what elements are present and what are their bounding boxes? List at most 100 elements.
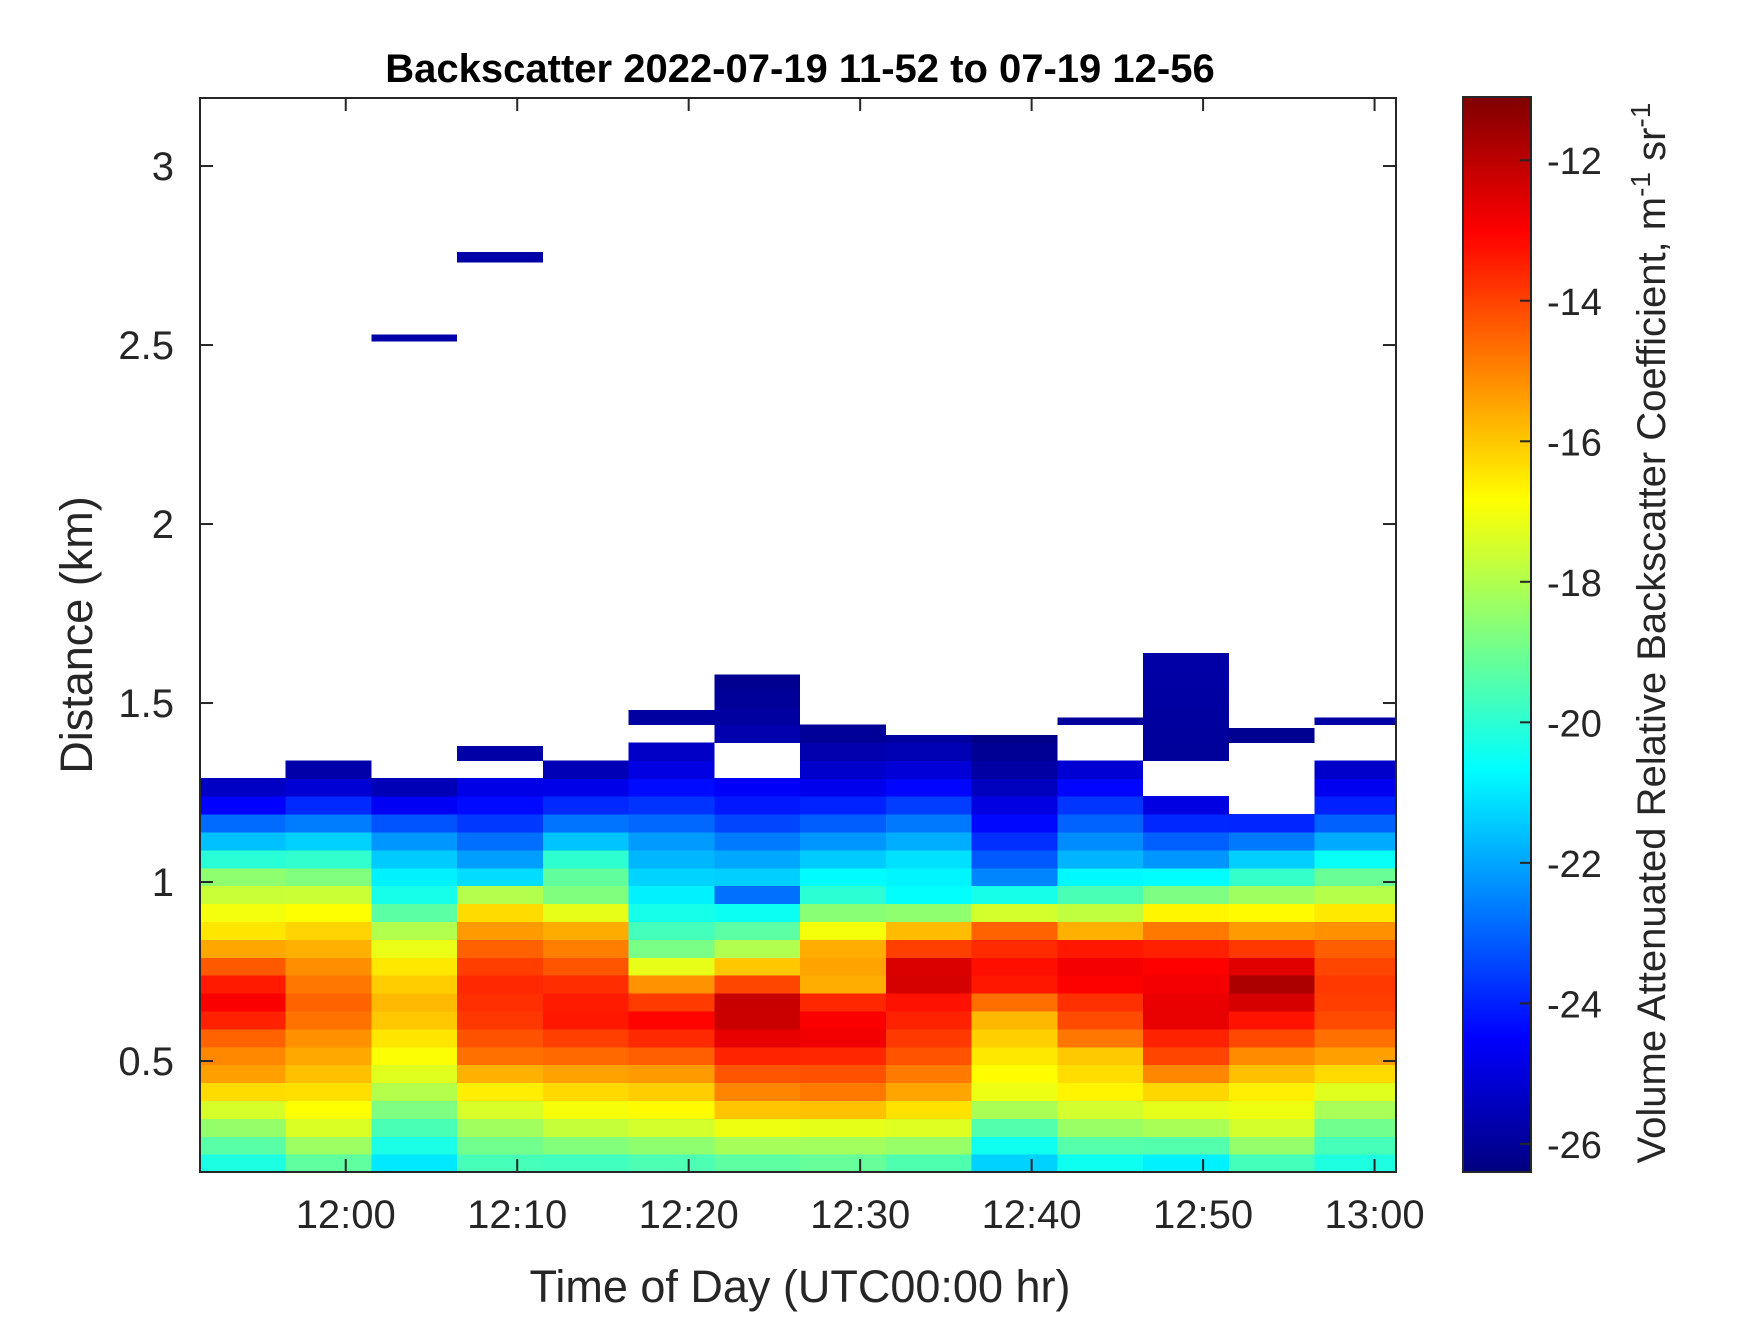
heatmap-cell bbox=[714, 849, 801, 869]
heatmap-cell bbox=[885, 1028, 972, 1048]
heatmap-cell bbox=[1228, 1082, 1315, 1101]
heatmap-cell bbox=[542, 1046, 629, 1066]
heatmap-cell bbox=[457, 1118, 543, 1137]
heatmap-cell bbox=[971, 1118, 1058, 1137]
x-tick-label: 12:00 bbox=[296, 1193, 396, 1237]
heatmap-cell bbox=[285, 1100, 372, 1119]
heatmap-cell bbox=[371, 885, 458, 905]
heatmap-cell bbox=[800, 921, 886, 940]
heatmap-cell bbox=[371, 993, 458, 1012]
heatmap-cell bbox=[542, 849, 629, 869]
heatmap-cell bbox=[1057, 760, 1144, 779]
heatmap-cell bbox=[1143, 706, 1229, 726]
heatmap-cell bbox=[1057, 957, 1144, 976]
heatmap-cell bbox=[800, 1082, 886, 1101]
colorbar-ticks: -12 -14 -16 -18 -20 -22 -24 -26 bbox=[1520, 141, 1602, 1167]
colorbar-label-mid: sr bbox=[1630, 128, 1674, 172]
heatmap-cell bbox=[542, 867, 629, 887]
heatmap-cell bbox=[1143, 742, 1229, 761]
heatmap-cell bbox=[628, 1028, 715, 1048]
heatmap-cell bbox=[1143, 939, 1229, 958]
heatmap-cell bbox=[200, 814, 286, 833]
heatmap-cell bbox=[800, 867, 886, 887]
heatmap-cell bbox=[800, 1028, 886, 1048]
heatmap-cell bbox=[1143, 831, 1229, 851]
heatmap-cell bbox=[1314, 831, 1396, 851]
heatmap-cell bbox=[714, 778, 801, 797]
heatmap-cell bbox=[200, 1100, 286, 1119]
heatmap-cell bbox=[1143, 1154, 1229, 1173]
heatmap-cell bbox=[1314, 885, 1396, 905]
heatmap-cell bbox=[1057, 1136, 1144, 1155]
x-tick-label: 12:30 bbox=[810, 1193, 910, 1237]
heatmap-cell bbox=[1314, 957, 1396, 976]
heatmap-cell bbox=[800, 1154, 886, 1173]
heatmap-cell bbox=[371, 814, 458, 833]
heatmap-cell bbox=[200, 1064, 286, 1084]
heatmap-cell bbox=[1143, 724, 1229, 743]
heatmap-cell bbox=[1228, 1136, 1315, 1155]
heatmap-cell bbox=[714, 885, 801, 905]
heatmap-cell bbox=[542, 939, 629, 958]
heatmap-cell bbox=[371, 939, 458, 958]
heatmap-cell bbox=[285, 1136, 372, 1155]
heatmap-cell bbox=[457, 939, 543, 958]
heatmap-cell bbox=[1057, 796, 1144, 815]
heatmap-cell bbox=[1314, 993, 1396, 1012]
heatmap-cell bbox=[628, 831, 715, 851]
heatmap-cell bbox=[1143, 1082, 1229, 1101]
heatmap-cell bbox=[457, 1046, 543, 1066]
heatmap-cell bbox=[800, 903, 886, 922]
heatmap-cell bbox=[285, 885, 372, 905]
heatmap-cell bbox=[971, 903, 1058, 922]
heatmap-cell bbox=[200, 993, 286, 1012]
heatmap-cell bbox=[1228, 1028, 1315, 1048]
heatmap-cell bbox=[542, 993, 629, 1012]
heatmap-cell bbox=[1057, 1064, 1144, 1084]
heatmap-cell bbox=[800, 1064, 886, 1084]
heatmap-cell bbox=[285, 921, 372, 940]
colorbar-tick-label: -18 bbox=[1547, 563, 1602, 605]
heatmap-cell bbox=[1143, 975, 1229, 994]
heatmap-cell bbox=[1143, 1136, 1229, 1155]
heatmap-cell bbox=[885, 735, 972, 743]
heatmap-cell bbox=[371, 921, 458, 940]
x-axis-ticks: 12:00 12:10 12:20 12:30 12:40 12:50 13:00 bbox=[296, 98, 1425, 1237]
heatmap-cell bbox=[800, 831, 886, 851]
heatmap-cell bbox=[457, 796, 543, 815]
heatmap-cell bbox=[628, 760, 715, 779]
heatmap-cell bbox=[885, 993, 972, 1012]
heatmap-cell bbox=[971, 831, 1058, 851]
heatmap-cell bbox=[800, 1046, 886, 1066]
heatmap-cell bbox=[1057, 903, 1144, 922]
heatmap-cell bbox=[542, 885, 629, 905]
heatmap-cell bbox=[285, 849, 372, 869]
heatmap-cell bbox=[1314, 903, 1396, 922]
heatmap-cell bbox=[800, 1100, 886, 1119]
heatmap-cell bbox=[885, 742, 972, 761]
heatmap-cell bbox=[885, 939, 972, 958]
y-tick-label: 1.5 bbox=[118, 682, 174, 726]
heatmap-cell bbox=[628, 957, 715, 976]
heatmap-cell bbox=[457, 957, 543, 976]
heatmap-cell bbox=[457, 1082, 543, 1101]
heatmap-cell bbox=[200, 1118, 286, 1137]
heatmap-cell bbox=[371, 1046, 458, 1066]
colorbar-tick-label: -14 bbox=[1547, 282, 1602, 324]
heatmap-cell bbox=[800, 778, 886, 797]
y-tick-label: 2.5 bbox=[118, 324, 174, 368]
heatmap-cell bbox=[1057, 1028, 1144, 1048]
heatmap-cell bbox=[971, 1064, 1058, 1084]
heatmap-cell bbox=[714, 867, 801, 887]
heatmap-cell bbox=[1057, 867, 1144, 887]
heatmap-cell bbox=[457, 778, 543, 797]
heatmap-cell bbox=[885, 849, 972, 869]
y-axis-ticks: 0.5 1 1.5 2 2.5 3 bbox=[118, 145, 1396, 1084]
heatmap-cell bbox=[714, 706, 801, 726]
heatmap-cell bbox=[971, 760, 1058, 779]
heatmap-cell bbox=[971, 778, 1058, 797]
heatmap-cell bbox=[1057, 1046, 1144, 1066]
heatmap-cell bbox=[457, 1136, 543, 1155]
heatmap-cell bbox=[1057, 975, 1144, 994]
